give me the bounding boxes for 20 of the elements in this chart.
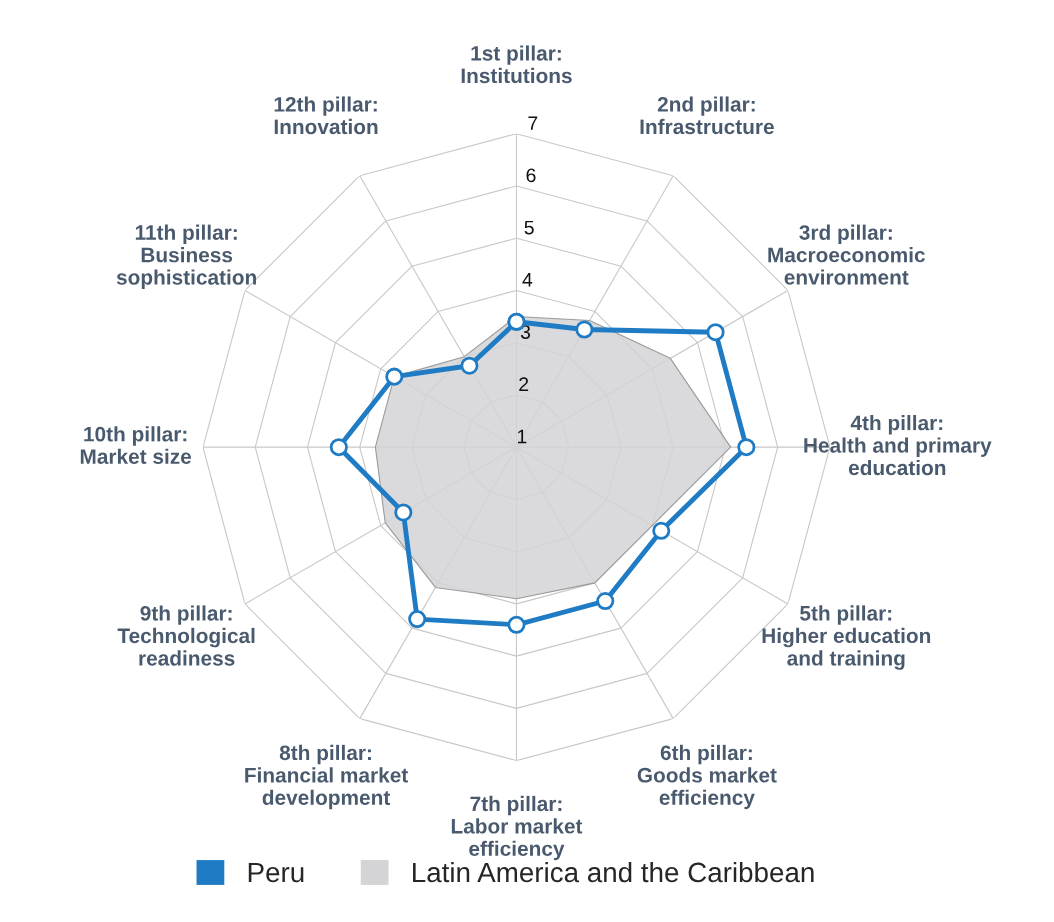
spoke-label: 7th pillar: Labor market efficiency: [451, 795, 583, 861]
spoke-label: 12th pillar: Innovation: [274, 96, 378, 135]
spoke-label: 4th pillar: Health and primary education: [804, 415, 992, 476]
spoke-label: 8th pillar: Financial market development: [245, 744, 408, 810]
y-tick-label: 7: [528, 116, 538, 130]
spoke-label: 10th pillar: Market size: [80, 426, 192, 464]
spoke-label: 9th pillar: Technological readiness: [117, 605, 255, 666]
y-tick-label: 5: [524, 220, 534, 235]
spoke-label: 5th pillar: Higher education and training: [762, 605, 931, 670]
spoke-label: 11th pillar: Business sophistication: [116, 224, 256, 289]
legend-label: Peru: [248, 862, 304, 883]
spoke-label: 1st pillar: Institutions: [461, 45, 572, 84]
spoke-label: 2nd pillar: Infrastructure: [640, 96, 774, 135]
legend-label: Latin America and the Caribbean: [413, 861, 814, 883]
spoke-label: 3rd pillar: Macroeconomic environment: [768, 224, 925, 285]
y-tick-label: 4: [522, 273, 533, 287]
y-tick-label: 6: [526, 168, 536, 183]
y-tick-label: 1: [517, 429, 527, 444]
spoke-label: 6th pillar: Goods market efficiency: [637, 744, 777, 810]
y-tick-label: 2: [519, 377, 529, 391]
